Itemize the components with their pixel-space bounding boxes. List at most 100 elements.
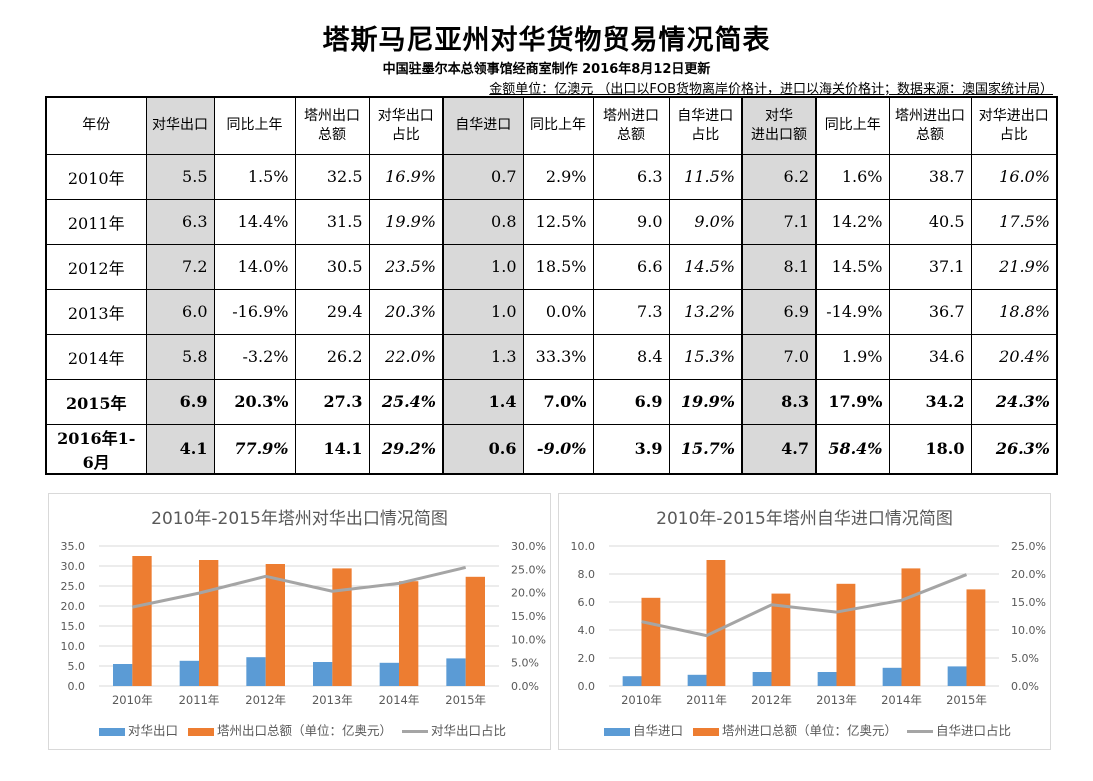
table-row: 2011年 6.3 14.4% 31.5 19.9% 0.8 12.5% 9.0 9.0% 7.1… — [45, 198, 1058, 245]
table-cell: 20.3% — [213, 378, 296, 425]
y-tick-label: 6.0 — [578, 596, 596, 609]
table-cell: 1.3 — [442, 333, 524, 380]
table-cell: 11.5% — [668, 153, 743, 200]
column-header-line: 占比 — [999, 126, 1028, 143]
table-cell: 2.9% — [522, 153, 594, 200]
y-tick-label: 5.0 — [68, 660, 86, 673]
table-cell: 6.3 — [592, 153, 670, 200]
table-cell: 7.1 — [741, 198, 817, 245]
table-cell: 7.0 — [741, 333, 817, 380]
table-cell: 0.8 — [442, 198, 524, 245]
trade-table: 年份 对华出口 同比上年 塔州出口 总额 对华出口 占比 自华进口 同比上年 塔州进口 总额 自华进口… — [45, 96, 1058, 475]
y-tick-label: 0.0 — [578, 680, 596, 693]
column-header: 塔州进出口 总额 — [888, 96, 972, 155]
y2-tick-label: 20.0% — [511, 587, 546, 600]
table-row: 2015年 6.9 20.3% 27.3 25.4% 1.4 7.0% 6.9 19.9% 8.3… — [45, 378, 1058, 425]
column-header-line: 自华进口 — [455, 117, 512, 134]
legend-label: 自华进口 — [632, 723, 683, 738]
table-cell: 6.9 — [145, 378, 215, 425]
chart-title: 2010年-2015年塔州对华出口情况简图 — [151, 509, 448, 529]
legend-label: 自华进口占比 — [935, 723, 1011, 738]
column-header-line: 总额 — [318, 126, 346, 143]
table-cell: 29.4 — [294, 288, 370, 335]
y2-tick-label: 25.0% — [511, 563, 546, 576]
bar-china — [446, 658, 466, 686]
table-cell: 1.0 — [442, 243, 524, 290]
y2-tick-label: 5.0% — [511, 657, 539, 670]
legend-line-share — [401, 730, 428, 733]
x-tick-label: 2015年 — [445, 693, 486, 707]
table-cell: 37.1 — [888, 243, 972, 290]
x-tick-label: 2014年 — [881, 693, 922, 707]
y2-tick-label: 30.0% — [511, 540, 546, 553]
table-cell: 1.5% — [213, 153, 296, 200]
legend-swatch-total — [187, 727, 214, 736]
y2-tick-label: 20.0% — [1011, 568, 1046, 581]
y-tick-label: 8.0 — [578, 568, 596, 581]
table-cell: 5.5 — [145, 153, 215, 200]
table-cell: 23.5% — [368, 243, 444, 290]
bar-total — [399, 581, 419, 686]
column-header: 对华进出口 占比 — [970, 96, 1058, 155]
y-tick-label: 10.0 — [61, 640, 86, 653]
x-tick-label: 2011年 — [179, 693, 220, 707]
column-header: 自华进口 — [442, 96, 524, 155]
y-tick-label: 25.0 — [61, 580, 86, 593]
table-cell: 7.3 — [592, 288, 670, 335]
column-header: 同比上年 — [213, 96, 296, 155]
x-tick-label: 2011年 — [686, 693, 727, 707]
table-cell: 6.6 — [592, 243, 670, 290]
table-header-row: 年份 对华出口 同比上年 塔州出口 总额 对华出口 占比 自华进口 同比上年 塔州进口 总额 自华进口… — [45, 96, 1058, 155]
column-header-line: 占比 — [691, 126, 720, 143]
x-tick-label: 2015年 — [946, 693, 987, 707]
table-cell: 8.1 — [741, 243, 817, 290]
table-cell: 58.4% — [815, 423, 890, 474]
table-cell: 29.2% — [368, 423, 444, 474]
table-cell: 0.0% — [522, 288, 594, 335]
import-chart: 2010年-2015年塔州自华进口情况简图 0.0 2.0 4.0 6.0 8.0 10.… — [558, 493, 1051, 750]
bar-china — [687, 674, 707, 686]
row-year: 2014年 — [45, 333, 147, 380]
table-row: 2016年1-6月 4.1 77.9% 14.1 29.2% 0.6 -9.0% 3.9 15.… — [45, 423, 1058, 474]
column-header-line: 自华进口 — [677, 107, 734, 124]
table-cell: 7.2 — [145, 243, 215, 290]
y-tick-label: 0.0 — [68, 680, 86, 693]
legend-swatch-china — [98, 727, 125, 736]
table-cell: 6.0 — [145, 288, 215, 335]
x-tick-label: 2012年 — [245, 693, 286, 707]
table-cell: 27.3 — [294, 378, 370, 425]
table-cell: 26.3% — [970, 423, 1058, 474]
bar-total — [966, 589, 986, 686]
table-cell: 1.9% — [815, 333, 890, 380]
share-line — [641, 573, 968, 638]
table-cell: 7.0% — [522, 378, 594, 425]
legend-label: 对华出口占比 — [430, 723, 506, 738]
table-cell: 4.1 — [145, 423, 215, 474]
table-cell: 1.4 — [442, 378, 524, 425]
column-header-line: 总额 — [617, 126, 645, 143]
y2-tick-label: 15.0% — [1011, 596, 1046, 609]
table-cell: 14.0% — [213, 243, 296, 290]
column-header-line: 同比上年 — [226, 117, 283, 134]
table-cell: 16.9% — [368, 153, 444, 200]
y-tick-label: 4.0 — [578, 624, 596, 637]
table-cell: 14.1 — [294, 423, 370, 474]
column-header-line: 塔州进口 — [603, 107, 659, 124]
table-cell: 6.9 — [592, 378, 670, 425]
y-tick-label: 35.0 — [61, 540, 86, 553]
bar-china — [113, 664, 133, 686]
bar-china — [817, 672, 837, 686]
column-header: 同比上年 — [522, 96, 594, 155]
table-cell: -14.9% — [815, 288, 890, 335]
table-cell: 8.4 — [592, 333, 670, 380]
table-cell: 16.0% — [970, 153, 1058, 200]
row-year: 2012年 — [45, 243, 147, 290]
table-cell: 19.9% — [368, 198, 444, 245]
x-tick-label: 2010年 — [621, 693, 662, 707]
row-year: 2016年1-6月 — [45, 423, 147, 474]
table-cell: 4.7 — [741, 423, 817, 474]
table-cell: -16.9% — [213, 288, 296, 335]
column-header: 对华出口 — [145, 96, 215, 155]
legend-swatch-total — [692, 727, 719, 736]
x-tick-label: 2013年 — [312, 693, 353, 707]
